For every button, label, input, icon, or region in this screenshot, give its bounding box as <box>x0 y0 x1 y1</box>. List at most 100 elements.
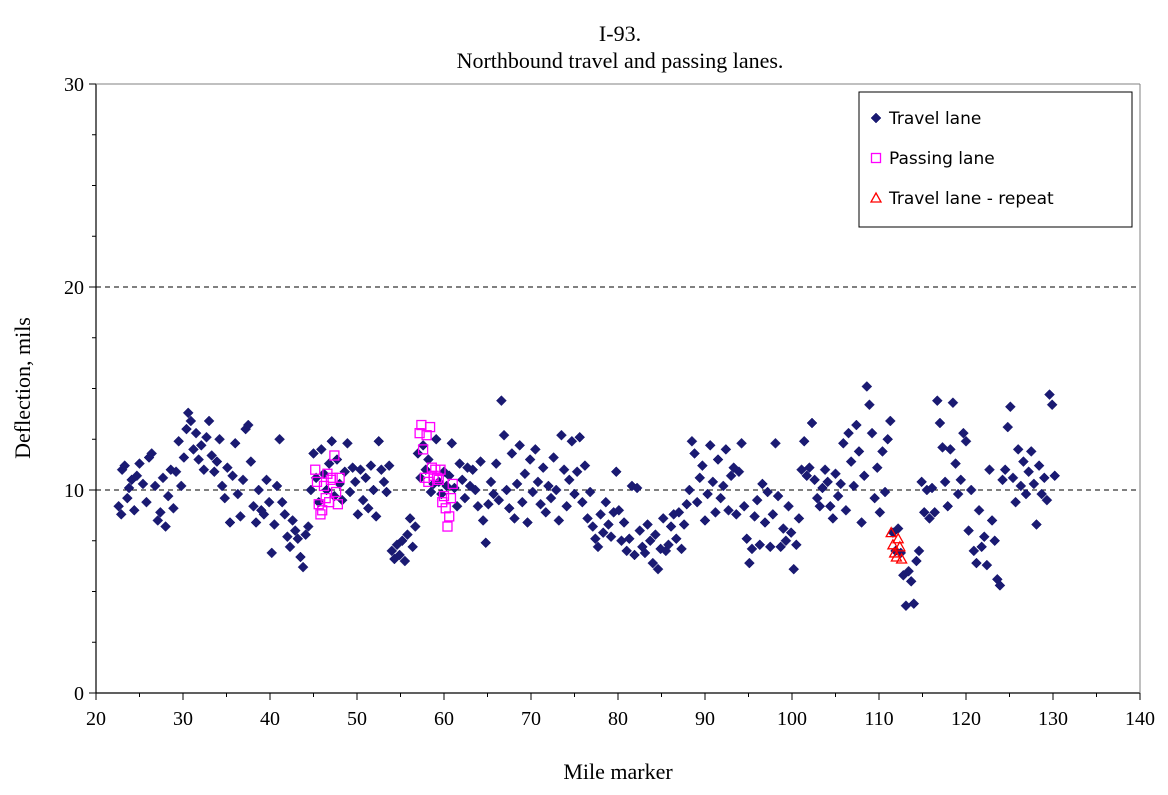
data-point <box>168 502 179 514</box>
data-point <box>882 433 894 445</box>
data-point <box>451 500 463 512</box>
data-point <box>717 480 729 492</box>
data-point <box>188 444 199 455</box>
data-point <box>597 527 609 538</box>
series-1 <box>310 419 458 532</box>
data-point <box>545 492 557 504</box>
x-tick-label: 70 <box>521 708 541 730</box>
data-point <box>198 464 210 476</box>
data-point <box>858 470 870 482</box>
data-point <box>250 517 262 528</box>
data-point <box>689 448 700 459</box>
chart-title: I-93. <box>599 21 641 46</box>
data-point <box>759 517 771 528</box>
data-point <box>266 547 278 559</box>
x-tick-label: 20 <box>86 708 106 730</box>
data-point <box>276 496 288 508</box>
data-point <box>929 506 941 518</box>
data-point <box>788 563 800 575</box>
data-point <box>798 435 810 447</box>
data-point <box>334 472 345 483</box>
data-point <box>119 460 131 471</box>
data-point <box>1010 496 1021 508</box>
data-point <box>942 500 954 512</box>
data-point <box>514 439 526 451</box>
data-point <box>738 500 750 512</box>
data-point <box>999 464 1011 476</box>
data-point <box>443 470 455 482</box>
data-point <box>438 490 450 502</box>
data-point <box>543 480 554 492</box>
data-point <box>978 531 990 543</box>
data-point <box>777 523 789 534</box>
data-point <box>313 499 324 510</box>
data-point <box>332 499 344 510</box>
data-point <box>851 419 862 431</box>
data-point <box>121 492 133 504</box>
data-point <box>516 496 528 508</box>
data-point <box>618 517 630 528</box>
x-tick-label: 40 <box>260 708 280 730</box>
series-2 <box>885 526 908 564</box>
data-point <box>295 551 306 563</box>
data-point <box>113 500 124 512</box>
data-point <box>317 505 328 516</box>
data-point <box>670 533 682 545</box>
data-point <box>879 486 891 498</box>
data-point <box>963 525 974 536</box>
data-point <box>422 454 434 465</box>
data-point <box>178 452 190 463</box>
data-point <box>767 509 779 520</box>
gridlines <box>96 286 1140 491</box>
data-point <box>631 482 643 494</box>
data-point <box>206 450 218 461</box>
data-point <box>193 454 205 465</box>
data-point <box>268 519 280 530</box>
y-tick-label: 20 <box>64 277 84 299</box>
data-point <box>835 478 847 490</box>
data-point <box>1015 480 1027 492</box>
data-point <box>837 437 849 449</box>
data-point <box>780 535 792 547</box>
data-point <box>368 484 379 496</box>
data-point <box>456 474 468 486</box>
data-point <box>386 545 398 557</box>
data-point <box>840 504 852 516</box>
data-point <box>201 431 212 443</box>
data-point <box>519 468 531 480</box>
data-point <box>697 460 708 471</box>
data-point <box>1002 421 1014 433</box>
data-point <box>691 496 703 508</box>
x-tick-label: 60 <box>434 708 454 730</box>
data-point <box>485 476 497 488</box>
data-point <box>376 464 387 476</box>
data-point <box>1007 472 1019 484</box>
data-point <box>123 482 135 494</box>
data-point <box>535 498 546 510</box>
data-point <box>934 417 946 429</box>
data-point <box>968 545 980 557</box>
data-point <box>944 444 956 455</box>
data-point <box>1020 488 1032 500</box>
data-point <box>115 509 127 520</box>
data-point <box>263 496 275 508</box>
x-tick-label: 90 <box>695 708 715 730</box>
data-point <box>271 480 283 492</box>
data-point <box>409 521 421 532</box>
data-point <box>926 482 938 494</box>
data-point <box>300 529 312 541</box>
data-point <box>958 427 969 439</box>
data-point <box>848 480 860 492</box>
data-point <box>175 480 187 492</box>
data-point <box>173 435 185 447</box>
data-point <box>501 484 512 496</box>
data-point <box>182 407 194 419</box>
x-tick-label: 100 <box>777 708 807 730</box>
data-point <box>160 521 171 532</box>
data-point <box>447 478 458 490</box>
data-point <box>216 480 228 492</box>
data-point <box>613 504 625 516</box>
data-point <box>587 521 599 532</box>
data-point <box>297 561 309 573</box>
data-point <box>725 470 737 482</box>
